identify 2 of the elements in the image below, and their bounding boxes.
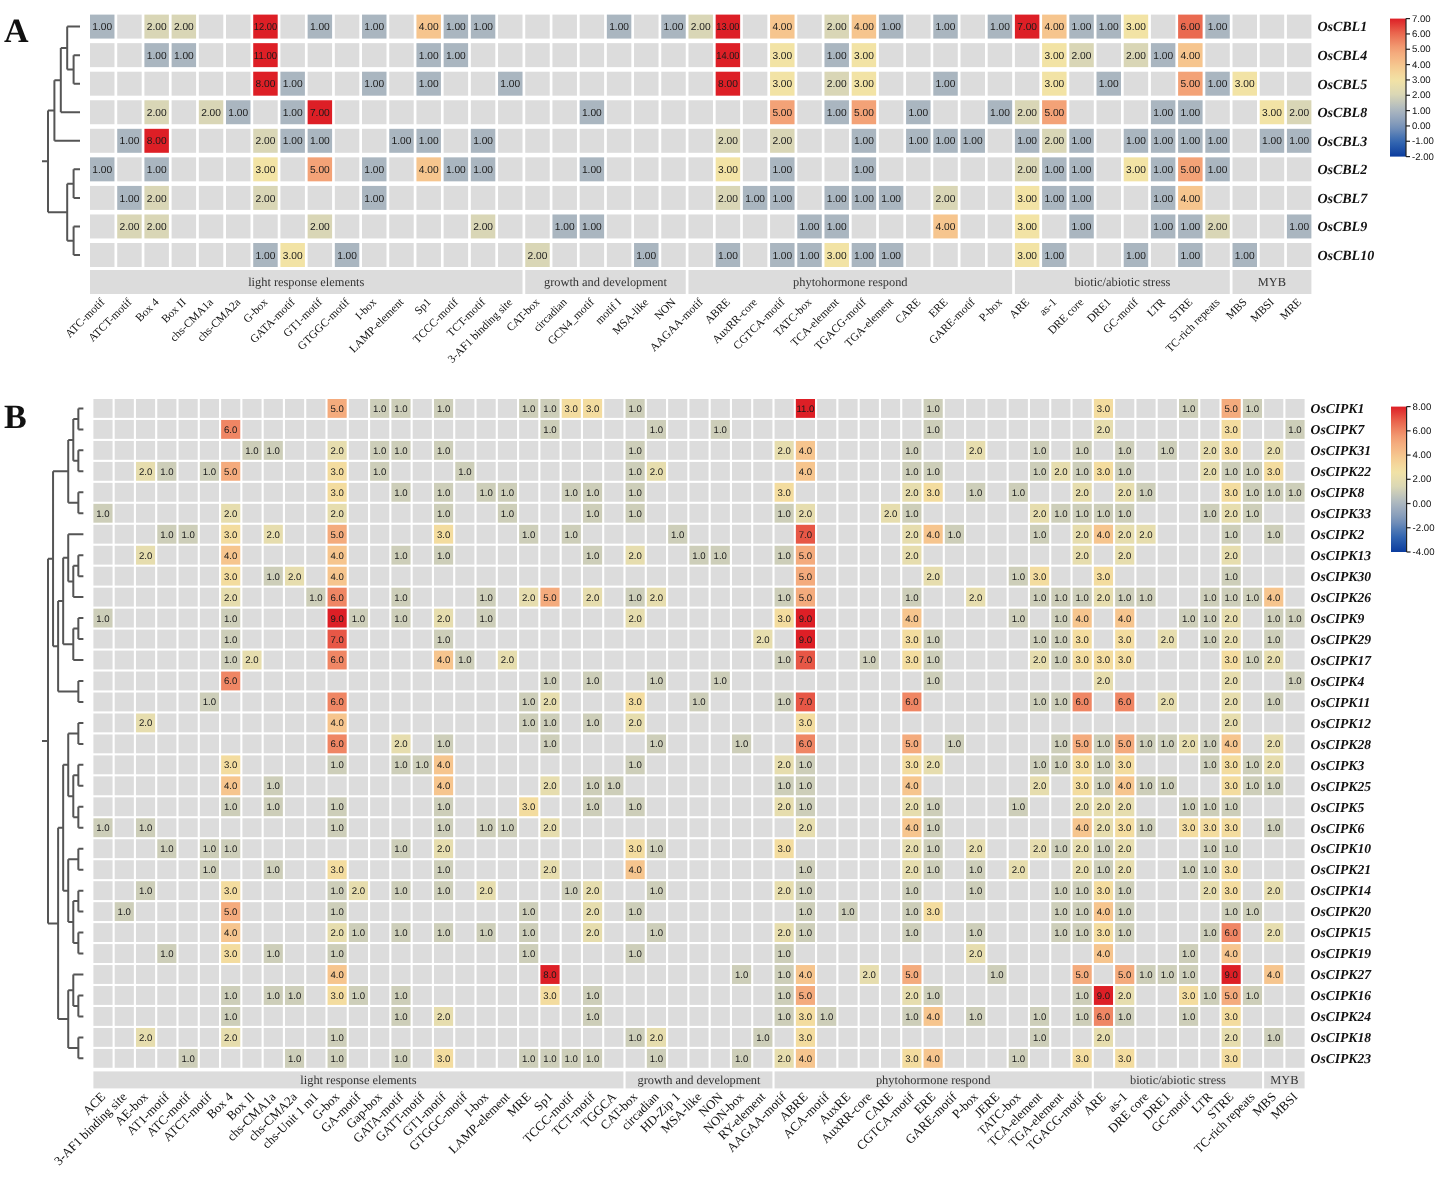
chart-title: B [4, 398, 27, 436]
chart-title: A [4, 12, 30, 50]
